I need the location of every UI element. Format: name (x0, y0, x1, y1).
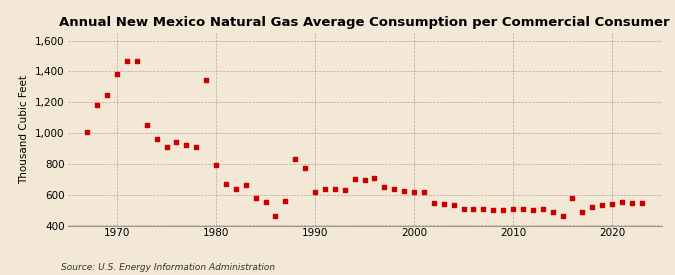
Point (488, 208, 499, 212)
Point (349, 177, 360, 182)
Point (379, 185, 389, 189)
Point (92, 102, 103, 107)
Point (340, 188, 350, 192)
Point (329, 186, 340, 191)
Point (369, 175, 380, 180)
Point (438, 202, 449, 206)
Point (230, 186, 241, 191)
Point (290, 156, 300, 161)
Point (557, 214, 568, 218)
Point (508, 206, 518, 211)
Point (478, 206, 489, 211)
Point (567, 196, 578, 200)
Title: Annual New Mexico Natural Gas Average Consumption per Commercial Consumer: Annual New Mexico Natural Gas Average Co… (59, 16, 670, 29)
Point (389, 186, 400, 191)
Point (597, 203, 608, 208)
Point (250, 196, 261, 200)
Point (181, 143, 192, 148)
Point (200, 78, 211, 82)
Point (637, 201, 647, 205)
Point (448, 202, 459, 207)
Point (607, 202, 618, 206)
Point (270, 214, 281, 218)
Point (537, 206, 548, 211)
Text: Source: U.S. Energy Information Administration: Source: U.S. Energy Information Administ… (61, 263, 275, 272)
Point (310, 189, 321, 194)
Point (82, 130, 92, 134)
Point (527, 208, 538, 212)
Point (211, 163, 221, 168)
Point (102, 92, 113, 97)
Point (319, 187, 330, 191)
Point (497, 208, 508, 212)
Point (418, 189, 429, 194)
Point (221, 182, 232, 186)
Point (399, 189, 410, 193)
Point (171, 140, 182, 145)
Point (132, 59, 142, 63)
Point (191, 145, 202, 149)
Point (141, 122, 152, 127)
Point (240, 183, 251, 188)
Point (577, 210, 588, 214)
Point (122, 59, 132, 64)
Point (260, 199, 271, 204)
Point (111, 72, 122, 76)
Point (151, 137, 162, 141)
Point (359, 178, 370, 182)
Point (161, 145, 172, 149)
Point (458, 206, 469, 211)
Y-axis label: Thousand Cubic Feet: Thousand Cubic Feet (20, 75, 30, 184)
Point (300, 166, 310, 170)
Point (547, 210, 558, 214)
Point (587, 205, 597, 209)
Point (468, 206, 479, 211)
Point (518, 206, 529, 211)
Point (626, 201, 637, 205)
Point (616, 200, 627, 205)
Point (280, 199, 291, 203)
Point (408, 190, 419, 195)
Point (429, 201, 439, 205)
